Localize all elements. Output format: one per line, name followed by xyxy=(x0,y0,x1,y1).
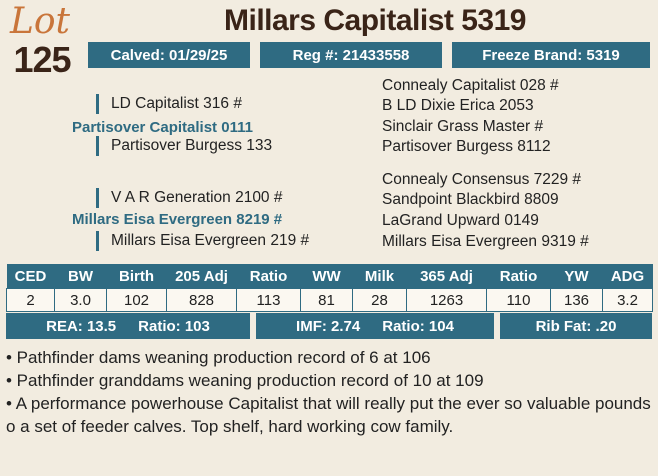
pedigree-dam-sire: V A R Generation 2100 # xyxy=(96,188,282,208)
epd-header-365-adj: 365 Adj xyxy=(406,264,487,289)
epd-header-adg: ADG xyxy=(602,264,653,289)
pedigree-right-line: Sinclair Grass Master # xyxy=(382,118,544,135)
pedigree-sire-sire: LD Capitalist 316 # xyxy=(96,94,242,114)
rea-ratio: Ratio: 103 xyxy=(138,317,210,335)
pedigree-right-line: LaGrand Upward 0149 xyxy=(382,212,539,229)
freeze-brand: Freeze Brand: 5319 xyxy=(452,42,650,68)
registration-number: Reg #: 21433558 xyxy=(260,42,442,68)
lot-label: Lot xyxy=(9,1,71,42)
epd-table: CED BW Birth 205 Adj Ratio WW Milk 365 A… xyxy=(6,264,653,312)
epd-value-ced: 2 xyxy=(6,288,55,312)
epd-header-bw: BW xyxy=(54,264,107,289)
animal-name: Millars Capitalist 5319 xyxy=(224,4,526,37)
epd-header-birth: Birth xyxy=(106,264,167,289)
pedigree-right-line: Millars Eisa Evergreen 9319 # xyxy=(382,233,589,250)
epd-header-ww: WW xyxy=(300,264,353,289)
pedigree-right-line: Connealy Consensus 7229 # xyxy=(382,171,582,188)
epd-value-yw: 136 xyxy=(550,288,603,312)
epd-value-row: 2 3.0 102 828 113 81 28 1263 110 136 3.2 xyxy=(6,288,653,312)
epd-value-205-adj: 828 xyxy=(166,288,237,312)
lot-number: 125 xyxy=(13,39,71,80)
pedigree-sire-dam: Partisover Burgess 133 xyxy=(96,136,272,156)
epd-header-205-adj: 205 Adj xyxy=(166,264,237,289)
pedigree-right-line: Partisover Burgess 8112 xyxy=(382,138,551,155)
rib-fat-value: Rib Fat: .20 xyxy=(535,317,617,335)
notes: • Pathfinder dams weaning production rec… xyxy=(6,346,652,438)
note-item: • A performance powerhouse Capitalist th… xyxy=(6,394,651,436)
note-item: • Pathfinder dams weaning production rec… xyxy=(6,348,431,367)
epd-header-ced: CED xyxy=(6,264,55,289)
pedigree-right-line: Sandpoint Blackbird 8809 xyxy=(382,191,559,208)
calved-date: Calved: 01/29/25 xyxy=(88,42,250,68)
note-item: • Pathfinder granddams weaning productio… xyxy=(6,371,484,390)
imf-bar: IMF: 2.74 Ratio: 104 xyxy=(256,313,494,339)
pedigree-dam-dam: Millars Eisa Evergreen 219 # xyxy=(96,231,309,251)
epd-header-ratio-2: Ratio xyxy=(486,264,551,289)
epd-value-bw: 3.0 xyxy=(54,288,107,312)
rea-value: REA: 13.5 xyxy=(46,317,117,335)
pedigree-sire: Partisover Capitalist 0111 xyxy=(72,119,253,136)
imf-value: IMF: 2.74 xyxy=(296,317,361,335)
epd-header-ratio: Ratio xyxy=(236,264,301,289)
epd-value-ratio-2: 110 xyxy=(486,288,551,312)
epd-value-adg: 3.2 xyxy=(602,288,653,312)
pedigree-right-line: Connealy Capitalist 028 # xyxy=(382,77,559,94)
pedigree-right-line: B LD Dixie Erica 2053 xyxy=(382,97,534,114)
pedigree-dam: Millars Eisa Evergreen 8219 # xyxy=(72,211,283,228)
epd-header-milk: Milk xyxy=(352,264,407,289)
epd-value-ww: 81 xyxy=(300,288,353,312)
rib-fat-bar: Rib Fat: .20 xyxy=(500,313,652,339)
epd-header-yw: YW xyxy=(550,264,603,289)
epd-value-ratio: 113 xyxy=(236,288,301,312)
epd-value-birth: 102 xyxy=(106,288,167,312)
epd-value-milk: 28 xyxy=(352,288,407,312)
epd-header-row: CED BW Birth 205 Adj Ratio WW Milk 365 A… xyxy=(6,264,653,289)
rea-bar: REA: 13.5 Ratio: 103 xyxy=(6,313,250,339)
epd-value-365-adj: 1263 xyxy=(406,288,487,312)
imf-ratio: Ratio: 104 xyxy=(382,317,454,335)
